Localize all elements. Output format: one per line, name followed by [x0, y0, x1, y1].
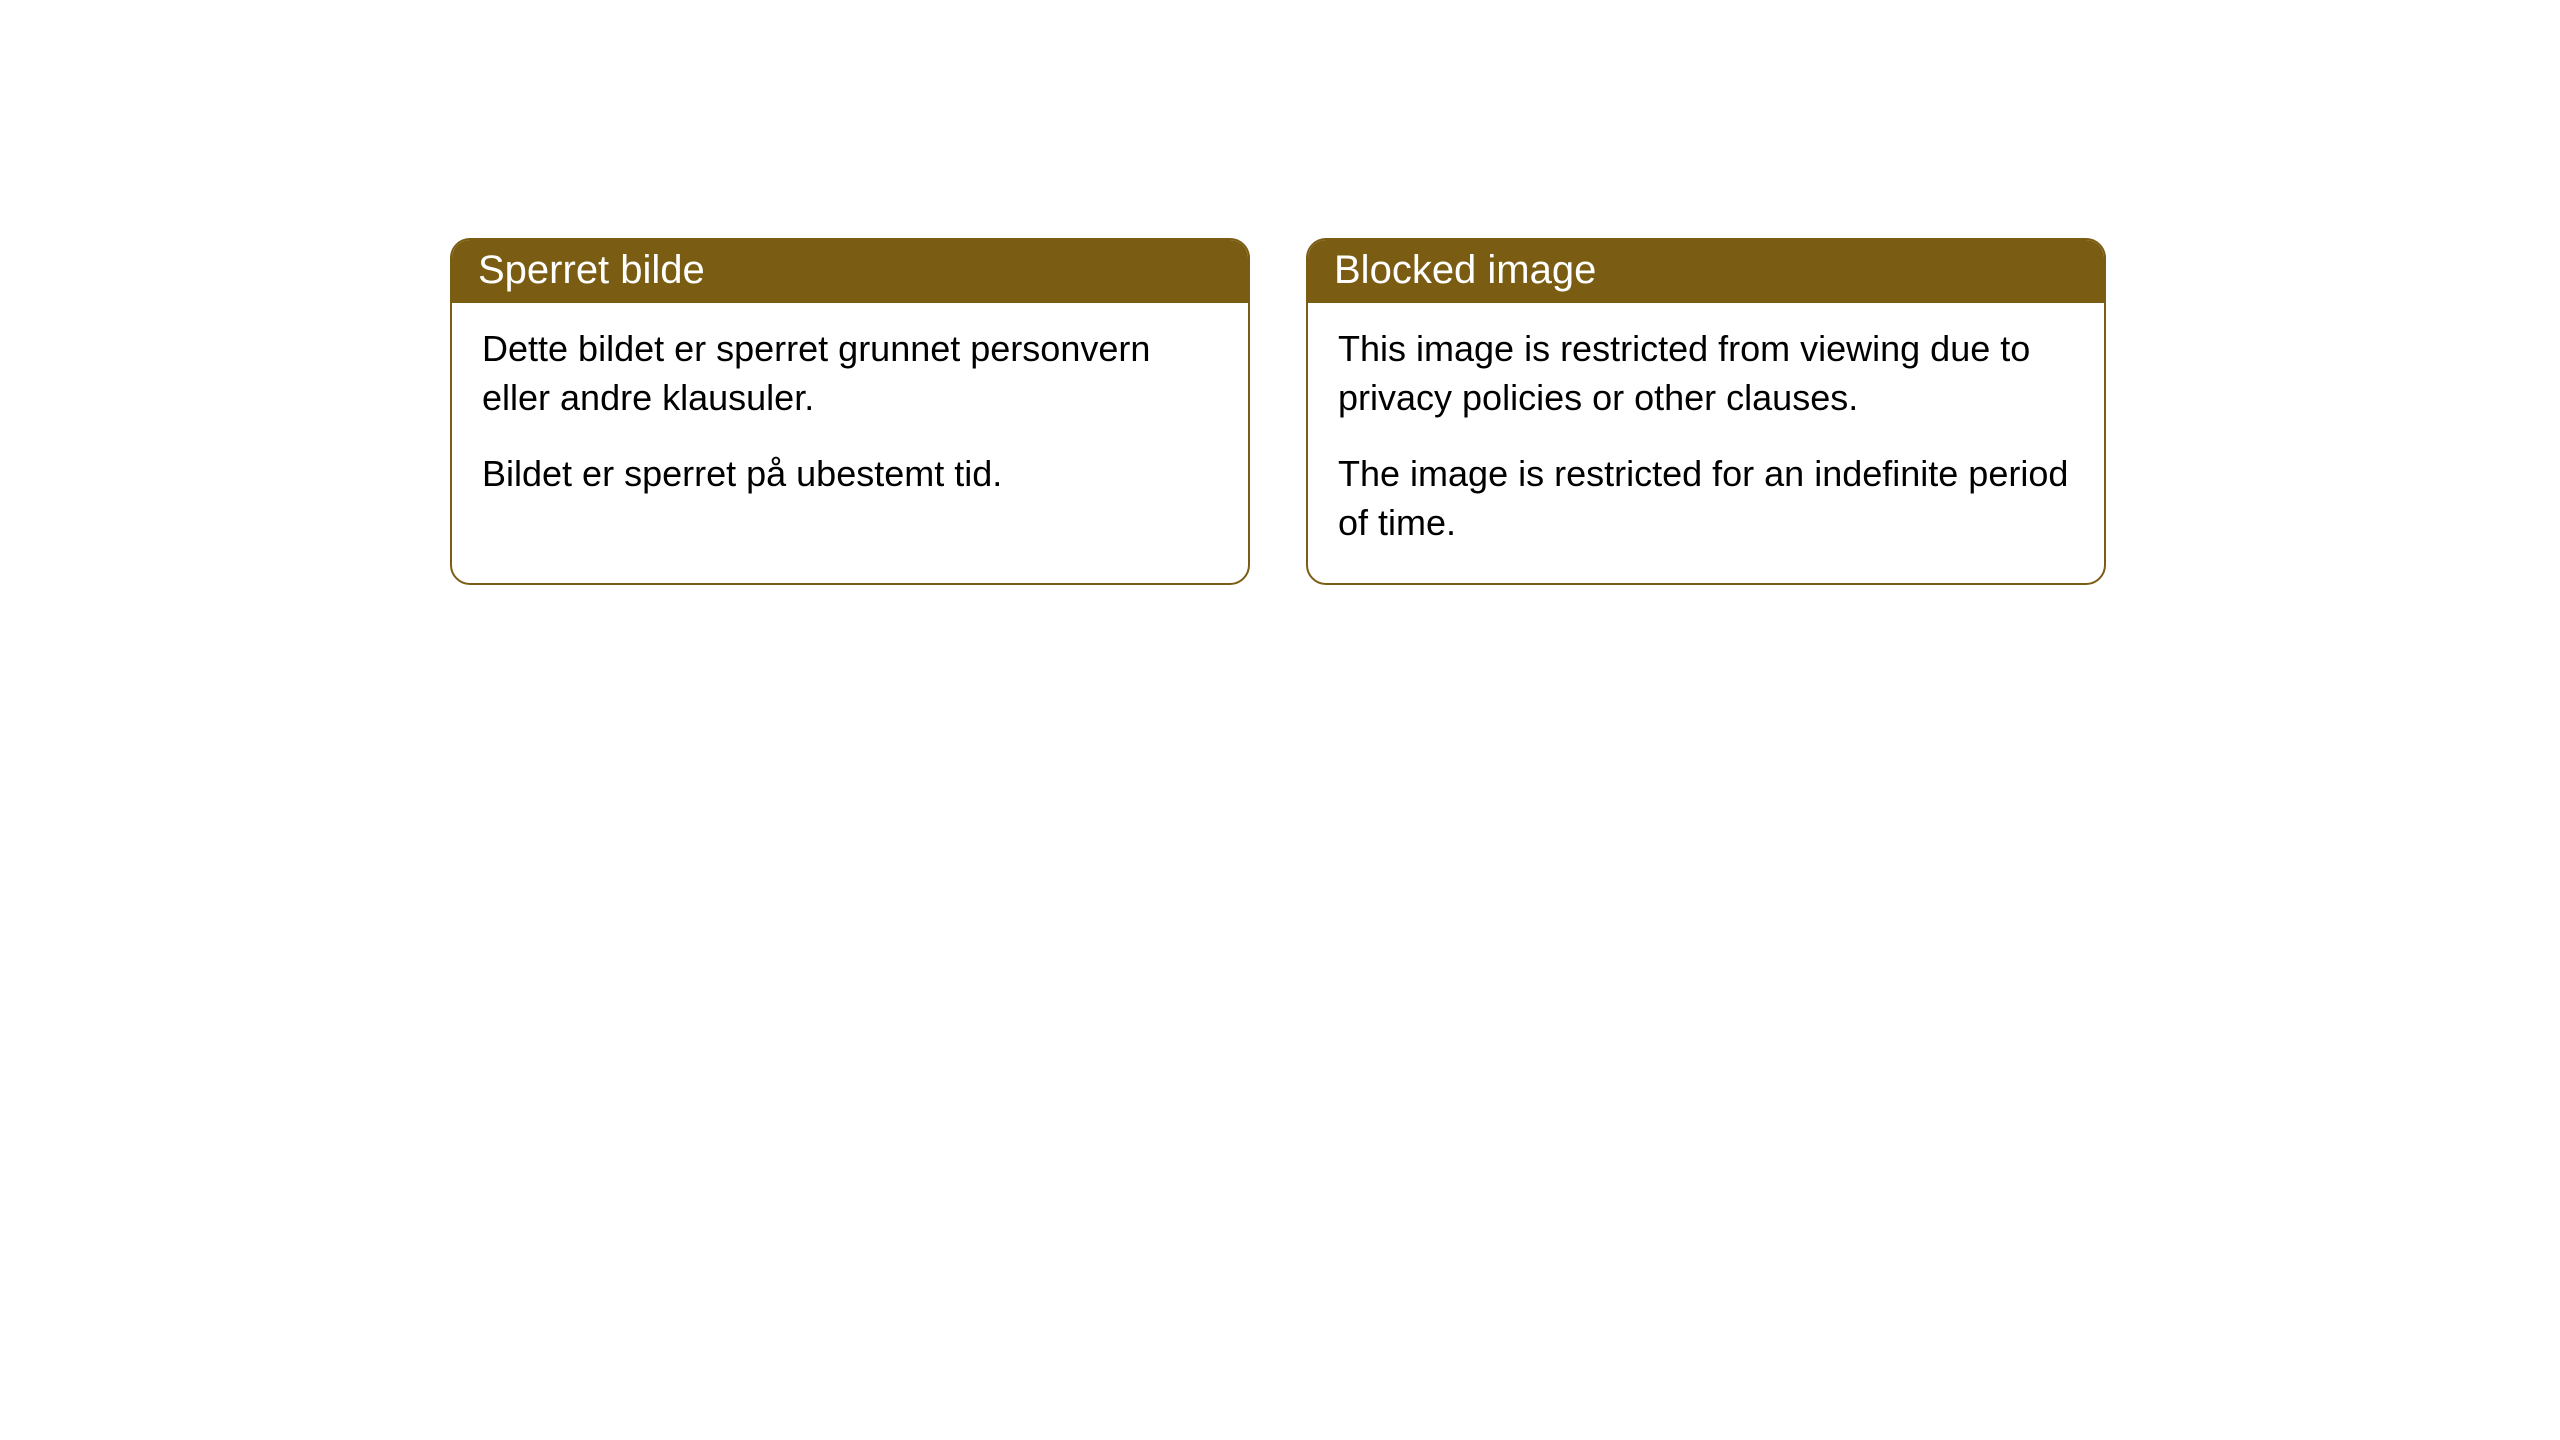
card-paragraph: Bildet er sperret på ubestemt tid.	[482, 450, 1218, 499]
card-paragraph: The image is restricted for an indefinit…	[1338, 450, 2074, 547]
card-paragraph: Dette bildet er sperret grunnet personve…	[482, 325, 1218, 422]
card-title: Sperret bilde	[452, 240, 1248, 303]
blocked-image-card-en: Blocked image This image is restricted f…	[1306, 238, 2106, 585]
card-body: This image is restricted from viewing du…	[1308, 303, 2104, 583]
card-body: Dette bildet er sperret grunnet personve…	[452, 303, 1248, 535]
notice-card-container: Sperret bilde Dette bildet er sperret gr…	[0, 0, 2560, 585]
card-paragraph: This image is restricted from viewing du…	[1338, 325, 2074, 422]
card-title: Blocked image	[1308, 240, 2104, 303]
blocked-image-card-no: Sperret bilde Dette bildet er sperret gr…	[450, 238, 1250, 585]
